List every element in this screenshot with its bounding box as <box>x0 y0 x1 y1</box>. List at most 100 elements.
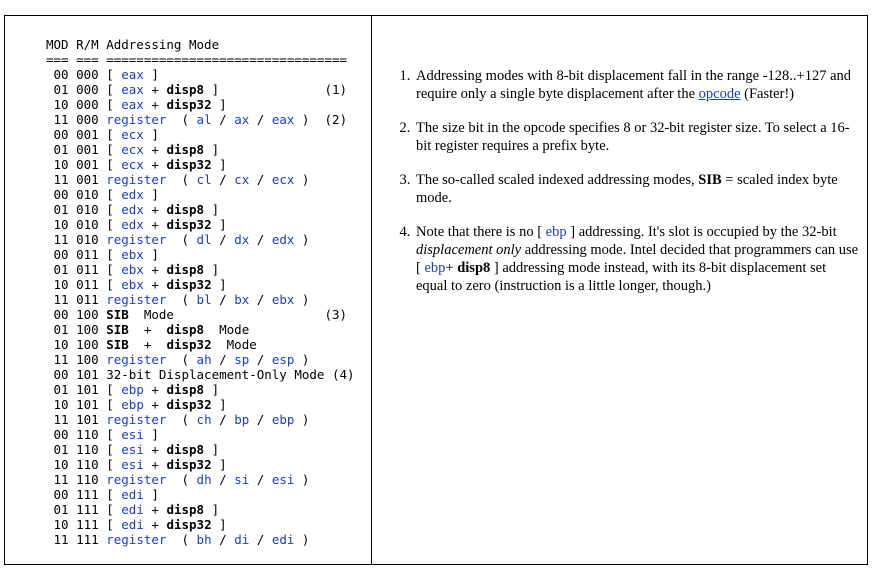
mode-text: + <box>143 277 167 292</box>
note-4-text-4: + <box>445 260 458 276</box>
mode-text: ) <box>294 532 310 547</box>
listing-row: 10 110 [ esi + disp32 ] <box>46 457 355 472</box>
mode-text: [ <box>106 67 122 82</box>
mode-text: / <box>249 532 272 547</box>
bold-term: disp32 <box>166 157 212 172</box>
mod-rm-code: 01 101 <box>46 382 107 397</box>
register-keyword: register <box>106 292 167 307</box>
listing-row: 00 101 32-bit Displacement-Only Mode (4) <box>46 367 355 382</box>
mod-rm-code: 01 100 <box>46 322 107 337</box>
mode-text: / <box>211 352 235 367</box>
mod-rm-code: 01 110 <box>46 442 107 457</box>
register-keyword: ebp <box>271 412 295 427</box>
note-item-3: The so-called scaled indexed addressing … <box>414 171 861 207</box>
register-keyword: esi <box>121 427 144 442</box>
mode-text: [ <box>106 382 122 397</box>
bold-term: disp32 <box>166 97 212 112</box>
mode-text: [ <box>106 457 122 472</box>
listing-row: 11 000 register ( al / ax / eax ) (2) <box>46 112 355 127</box>
mode-text: ] <box>211 457 227 472</box>
mode-text: Mode <box>211 337 257 352</box>
mod-rm-code: 10 101 <box>46 397 107 412</box>
note-3-sib: SIB <box>698 172 722 188</box>
mod-rm-code: 10 111 <box>46 517 107 532</box>
register-keyword: ax <box>234 112 250 127</box>
register-keyword: ecx <box>121 127 144 142</box>
register-keyword: bh <box>196 532 212 547</box>
mod-rm-code: 00 000 <box>46 67 107 82</box>
listing-rows: 00 000 [ eax ] 01 000 [ eax + disp8 ] (1… <box>46 67 355 547</box>
bold-term: disp8 <box>166 82 205 97</box>
register-keyword: edi <box>271 532 295 547</box>
note-4-italic: displacement only <box>416 242 522 258</box>
listing-row: 10 001 [ ecx + disp32 ] <box>46 157 355 172</box>
register-keyword: si <box>234 472 250 487</box>
register-keyword: ecx <box>271 172 295 187</box>
bold-term: disp32 <box>166 217 212 232</box>
bold-term: SIB <box>106 307 129 322</box>
register-keyword: eax <box>271 112 295 127</box>
mod-rm-code: 01 001 <box>46 142 107 157</box>
register-keyword: register <box>106 532 167 547</box>
bold-term: disp32 <box>166 517 212 532</box>
mode-text: + <box>143 397 167 412</box>
bold-term: disp8 <box>166 202 205 217</box>
note-spacer <box>219 82 324 97</box>
note-item-2: The size bit in the opcode specifies 8 o… <box>414 119 861 155</box>
mode-text: + <box>143 382 167 397</box>
mode-text: ] <box>204 82 220 97</box>
note-4-text-3: addressing mode. Intel decided that prog… <box>416 242 859 276</box>
register-keyword: bp <box>234 412 250 427</box>
mode-text: + <box>143 142 167 157</box>
register-keyword: eax <box>121 82 144 97</box>
mod-rm-code: 11 001 <box>46 172 107 187</box>
opcode-link[interactable]: opcode <box>698 86 741 102</box>
bold-term: disp32 <box>166 337 212 352</box>
mode-text: / <box>211 112 235 127</box>
note-reference: (1) <box>324 82 348 97</box>
mode-text: ] <box>204 142 220 157</box>
listing-row: 00 000 [ eax ] <box>46 67 355 82</box>
mod-rm-code: 10 100 <box>46 337 107 352</box>
listing-row: 10 100 SIB + disp32 Mode <box>46 337 355 352</box>
register-keyword: register <box>106 412 167 427</box>
register-keyword: dl <box>196 232 212 247</box>
mode-text: / <box>249 172 272 187</box>
mode-text: [ <box>106 202 122 217</box>
listing-row: 01 000 [ eax + disp8 ] (1) <box>46 82 355 97</box>
notes-list: Addressing modes with 8-bit displacement… <box>394 67 861 311</box>
mode-text: [ <box>106 187 122 202</box>
listing-row: 10 111 [ edi + disp32 ] <box>46 517 355 532</box>
register-keyword: bl <box>196 292 212 307</box>
register-keyword: ebx <box>121 262 144 277</box>
register-keyword: al <box>196 112 212 127</box>
mode-text: [ <box>106 427 122 442</box>
note-4-ebp-2: ebp <box>424 260 446 276</box>
mode-text: [ <box>106 262 122 277</box>
note-4-text-5: ] addressing mode instead, with its 8-bi… <box>416 260 827 294</box>
listing-row: 00 110 [ esi ] <box>46 427 355 442</box>
register-keyword: eax <box>121 97 144 112</box>
listing-row: 11 110 register ( dh / si / esi ) <box>46 472 355 487</box>
register-keyword: register <box>106 472 167 487</box>
note-item-4: Note that there is no [ ebp ] addressing… <box>414 223 861 295</box>
note-3-tail: = scaled index byte mode. <box>416 172 838 206</box>
mode-text: [ <box>106 97 122 112</box>
register-keyword: edi <box>121 487 144 502</box>
note-item-1: Addressing modes with 8-bit displacement… <box>414 67 861 103</box>
mode-text: [ <box>106 487 122 502</box>
mod-rm-code: 10 010 <box>46 217 107 232</box>
register-keyword: cl <box>196 172 212 187</box>
mode-text: [ <box>106 247 122 262</box>
mod-rm-code: 01 011 <box>46 262 107 277</box>
mode-text: ) <box>294 232 310 247</box>
mod-rm-code: 00 101 <box>46 367 107 382</box>
register-keyword: register <box>106 232 167 247</box>
mode-text: + <box>143 217 167 232</box>
register-keyword: ebp <box>121 382 144 397</box>
register-keyword: esp <box>271 352 295 367</box>
bold-term: disp32 <box>166 457 212 472</box>
register-keyword: sp <box>234 352 250 367</box>
listing-row: 00 011 [ ebx ] <box>46 247 355 262</box>
mode-text: [ <box>106 82 122 97</box>
